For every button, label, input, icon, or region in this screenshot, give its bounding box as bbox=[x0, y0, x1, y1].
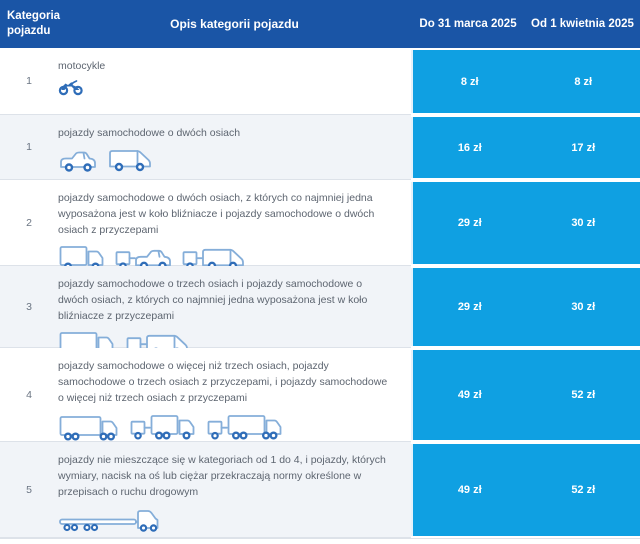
category-description: pojazdy nie mieszczące się w kategoriach… bbox=[58, 454, 386, 498]
motorcycle-icon bbox=[58, 79, 83, 95]
four-axle-truck-icon bbox=[59, 416, 118, 441]
price-until-march: 49 zł bbox=[457, 484, 482, 496]
long-trailer-truck-icon bbox=[59, 510, 159, 532]
price-from-april: 30 zł bbox=[571, 217, 596, 229]
category-description: pojazdy samochodowe o dwóch osiach, z kt… bbox=[58, 192, 375, 236]
box-truck-icon bbox=[59, 246, 104, 266]
price-from-april: 30 zł bbox=[571, 301, 596, 313]
column-header-category: Kategoria pojazdu bbox=[7, 10, 61, 37]
category-description: pojazdy samochodowe o trzech osiach i po… bbox=[58, 278, 368, 322]
price-cells: 49 zł 52 zł bbox=[411, 348, 640, 442]
category-number: 4 bbox=[26, 388, 32, 401]
price-until-march: 16 zł bbox=[457, 141, 482, 154]
van-with-trailer-icon bbox=[182, 249, 244, 266]
price-cells: 29 zł 30 zł bbox=[411, 266, 640, 348]
category-number: 5 bbox=[26, 483, 32, 496]
category-number: 1 bbox=[26, 141, 32, 153]
column-header-description: Opis kategorii pojazdu bbox=[170, 17, 299, 31]
price-from-april: 52 zł bbox=[571, 389, 596, 401]
price-cells: 49 zł 52 zł bbox=[411, 442, 640, 538]
truck-with-trailer-icon bbox=[130, 415, 195, 440]
category-description: pojazdy samochodowe o dwóch osiach bbox=[58, 127, 241, 139]
table-header: Kategoria pojazdu Opis kategorii pojazdu… bbox=[0, 0, 640, 48]
category-number: 1 bbox=[26, 75, 32, 87]
price-cells: 8 zł 8 zł bbox=[411, 48, 640, 115]
vehicle-icons bbox=[58, 78, 411, 96]
price-from-april: 8 zł bbox=[574, 75, 593, 88]
table-row-category-2: 2 pojazdy samochodowe o dwóch osiach, z … bbox=[0, 180, 640, 266]
van-icon bbox=[109, 149, 151, 171]
price-cells: 29 zł 30 zł bbox=[411, 180, 640, 266]
vehicle-icons bbox=[58, 327, 411, 348]
table-row-category-3: 3 pojazdy samochodowe o trzech osiach i … bbox=[0, 266, 640, 348]
price-until-march: 29 zł bbox=[457, 301, 482, 313]
table-row-category-4: 4 pojazdy samochodowe o więcej niż trzec… bbox=[0, 348, 640, 442]
table-row-category-5: 5 pojazdy nie mieszczące się w kategoria… bbox=[0, 442, 640, 538]
price-from-april: 17 zł bbox=[571, 141, 596, 154]
table-row-category-1-motorcycles: 1 motocykle 8 zł 8 zł bbox=[0, 48, 640, 115]
price-until-march: 29 zł bbox=[457, 217, 482, 229]
car-icon bbox=[60, 151, 96, 172]
table-row-category-1-two-axle: 1 pojazdy samochodowe o dwóch osiach 16 … bbox=[0, 115, 640, 180]
column-header-price-from-april: Od 1 kwietnia 2025 bbox=[531, 18, 634, 30]
vehicle-icons bbox=[58, 145, 411, 174]
van-with-trailer-icon bbox=[126, 335, 188, 348]
three-axle-truck-icon bbox=[59, 332, 114, 348]
vehicle-icons bbox=[58, 241, 411, 266]
price-until-march: 49 zł bbox=[457, 389, 482, 401]
vehicle-icons bbox=[58, 503, 411, 533]
category-number: 2 bbox=[26, 216, 32, 229]
car-with-trailer-icon bbox=[115, 250, 171, 266]
price-until-march: 8 zł bbox=[460, 75, 479, 88]
column-header-price-until-march: Do 31 marca 2025 bbox=[419, 18, 517, 30]
large-truck-with-trailer-icon bbox=[207, 415, 282, 440]
price-cells: 16 zł 17 zł bbox=[411, 115, 640, 180]
price-from-april: 52 zł bbox=[571, 484, 596, 496]
category-description: pojazdy samochodowe o więcej niż trzech … bbox=[58, 360, 388, 404]
category-number: 3 bbox=[26, 300, 32, 313]
vehicle-icons bbox=[58, 409, 411, 442]
category-description: motocykle bbox=[58, 60, 106, 72]
